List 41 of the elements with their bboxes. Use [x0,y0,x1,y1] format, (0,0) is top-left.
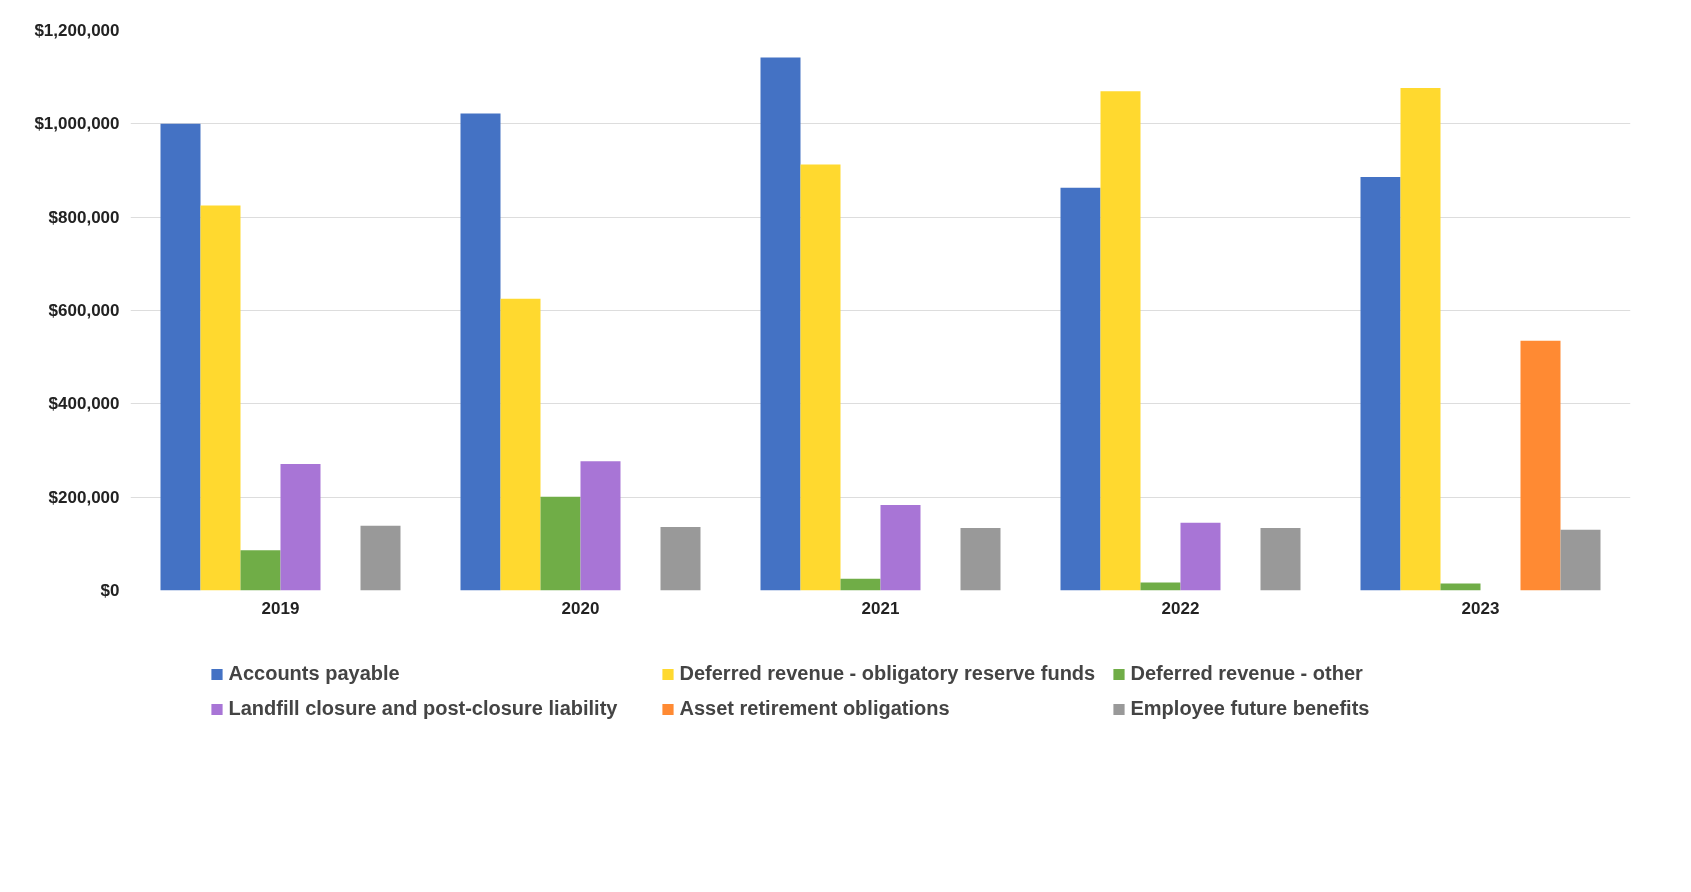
bar [1180,522,1221,591]
bar [1560,529,1601,591]
legend-label: Accounts payable [228,662,401,685]
bar [660,527,701,591]
bar [1100,91,1141,591]
y-tick-label: $1,200,000 [34,21,120,40]
bar [960,527,1001,591]
bar [1360,177,1401,591]
legend-label: Deferred revenue - obligatory reserve funds [679,662,1097,685]
y-tick-label: $600,000 [48,301,120,320]
y-tick-label: $1,000,000 [34,114,120,134]
y-tick-label: $200,000 [48,487,120,507]
y-tick-label: $800,000 [48,207,120,227]
x-tick-label: 2023 [1461,598,1500,618]
y-tick-label: $400,000 [48,394,120,414]
bar [1400,87,1441,591]
bar [160,123,201,591]
bar [800,164,841,591]
legend-label: Asset retirement obligations [679,697,951,720]
legend-label: Employee future benefits [1130,697,1371,720]
bar [760,57,801,591]
bar [280,464,321,591]
bar [540,496,581,591]
x-tick-label: 2022 [1161,598,1200,618]
bar [200,205,241,591]
x-tick-label: 2020 [561,598,600,618]
bar [880,505,921,591]
bar [240,550,281,591]
bar [580,461,621,591]
legend-label: Landfill closure and post-closure liability [228,697,619,720]
legend-label: Deferred revenue - other [1130,662,1364,685]
y-tick-label: $0 [100,581,120,600]
bar [500,298,541,591]
bar [360,525,401,591]
bar [1060,187,1101,591]
bar [460,113,501,591]
bar [1520,340,1561,591]
x-tick-label: 2021 [861,598,900,618]
bar [840,578,881,591]
x-tick-label: 2019 [261,598,300,618]
bar [1260,527,1301,591]
